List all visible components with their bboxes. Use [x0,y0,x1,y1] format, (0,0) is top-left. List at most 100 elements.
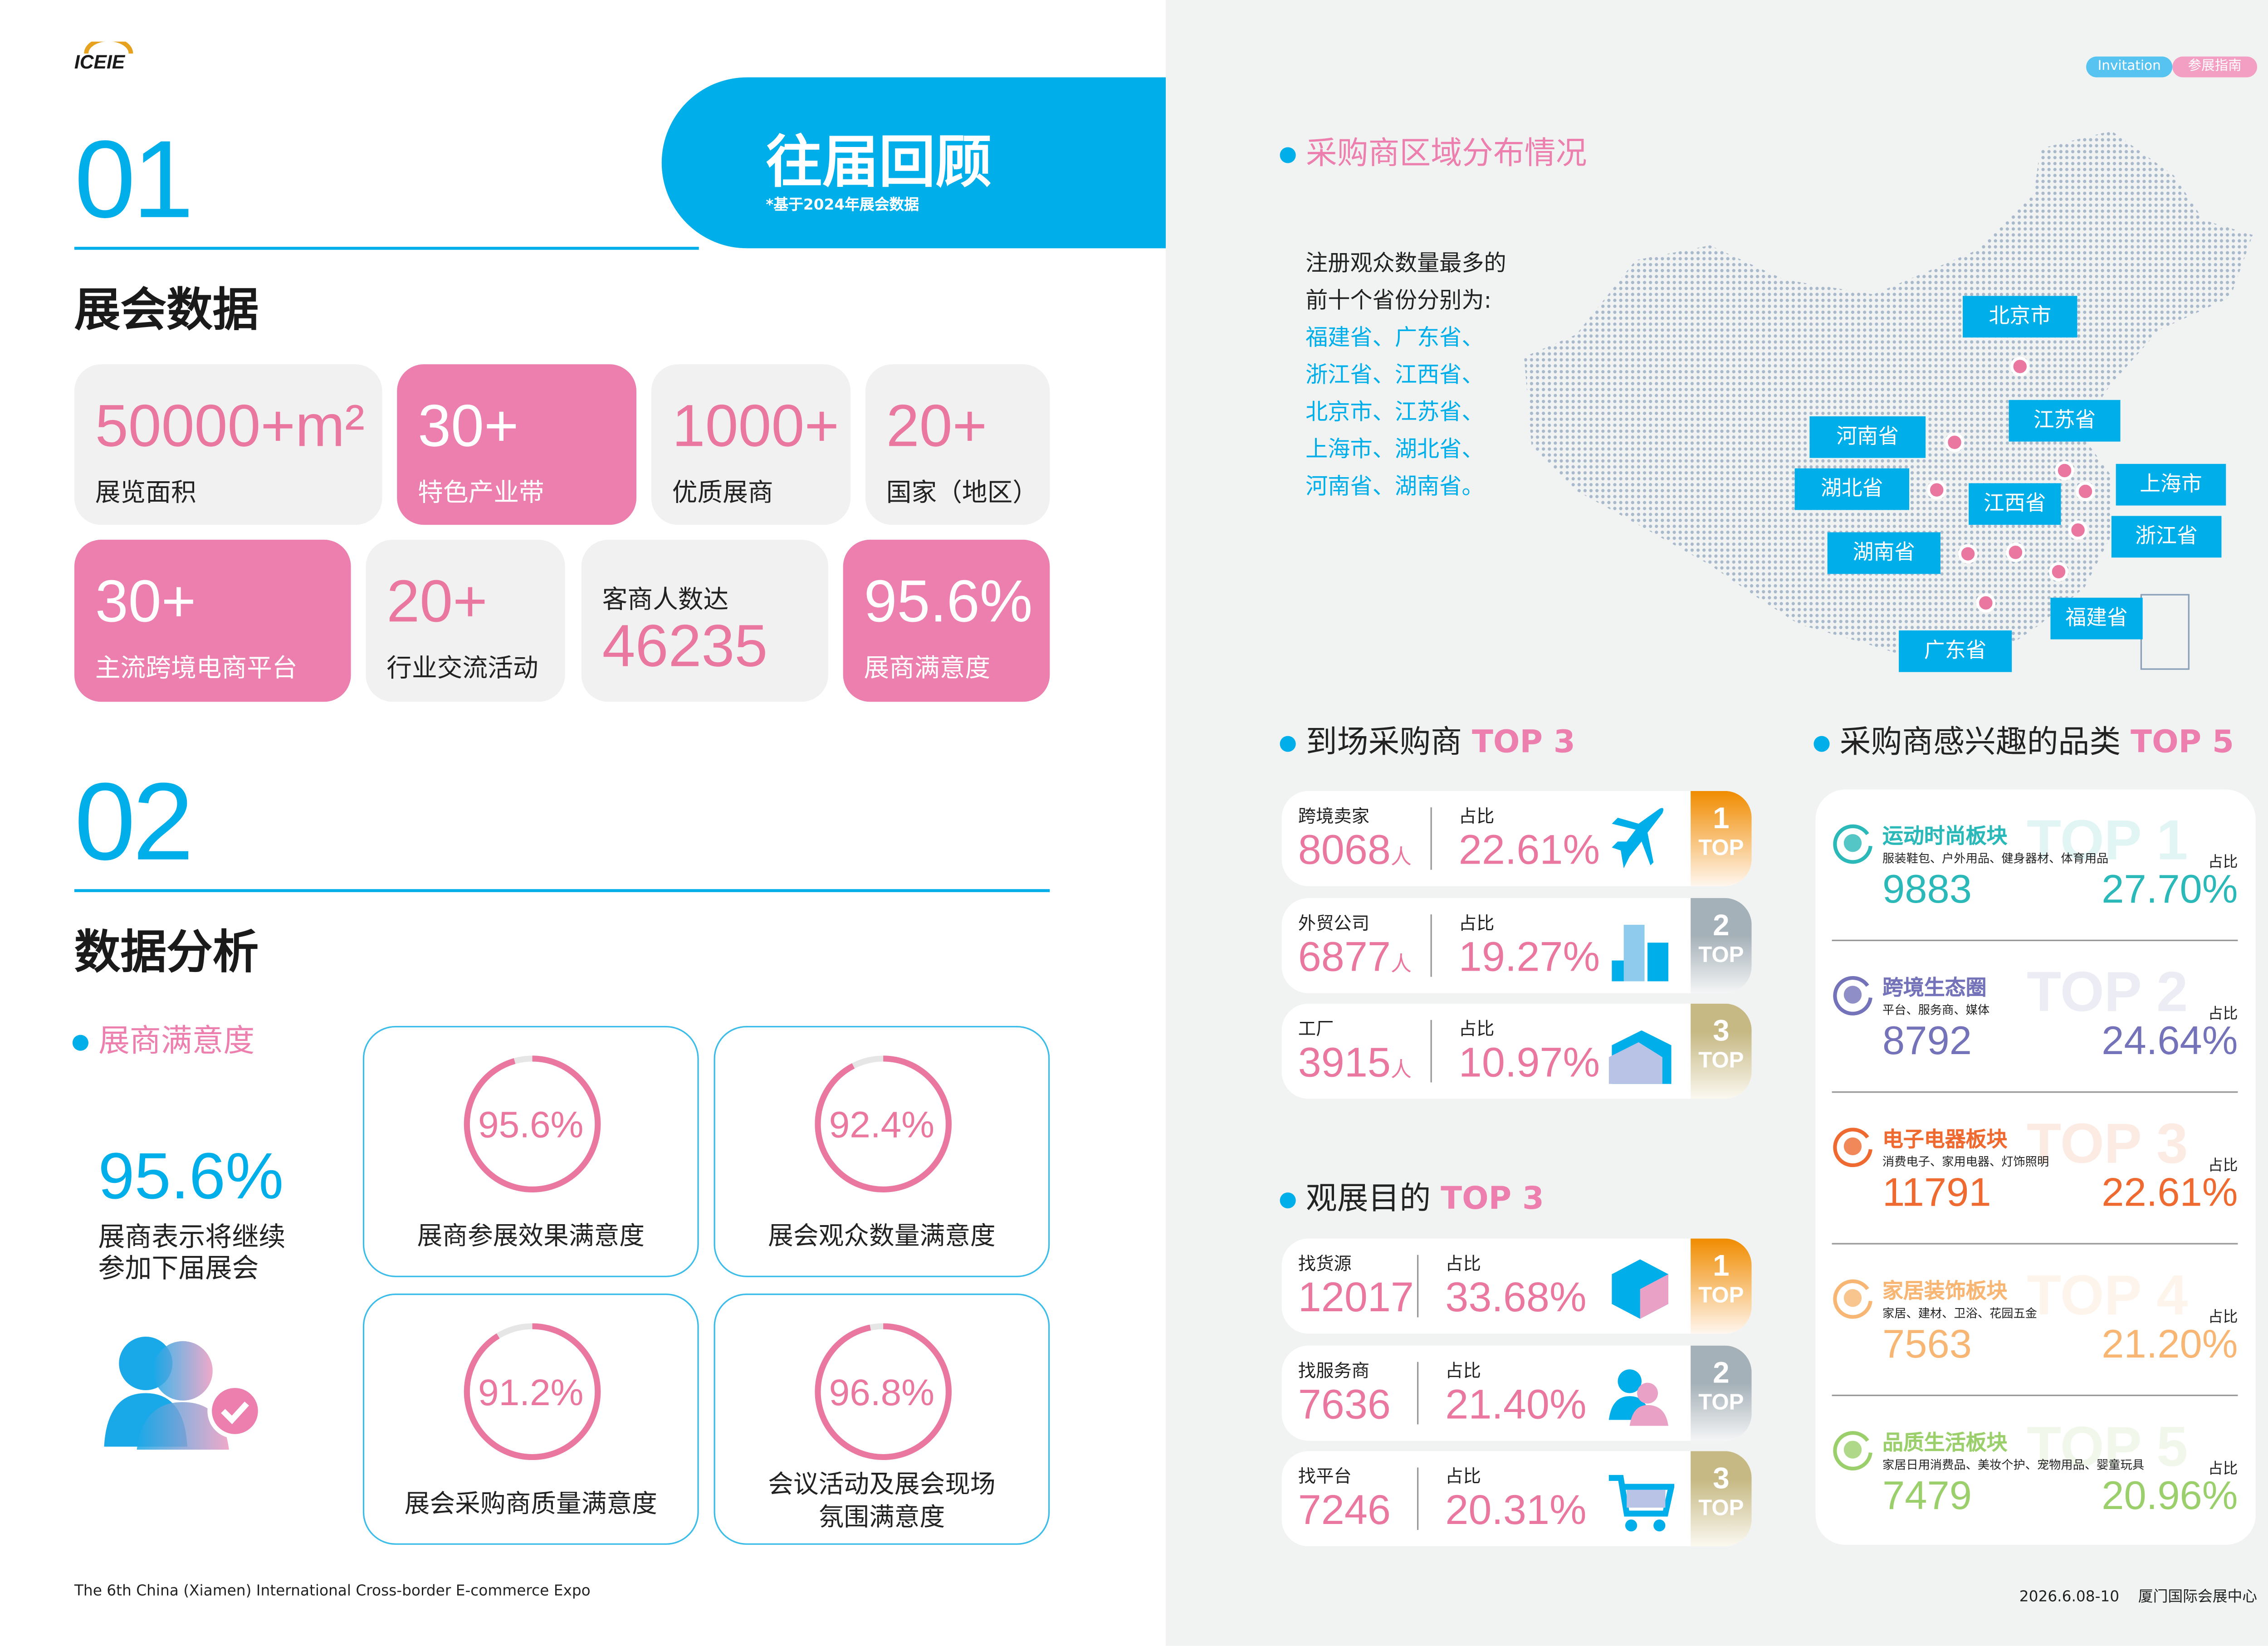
stat-card: 1000+ 优质展商 [651,364,851,525]
ring-arc [815,1323,952,1460]
count-value: 7246 [1298,1487,1391,1533]
map-marker [2076,482,2095,501]
type-label: 工厂 [1298,1018,1334,1040]
building-icon [1612,924,1668,981]
count-value: 7563 [1882,1322,1972,1367]
category-sub: 家居日用消费品、美妆个护、宠物用品、婴童玩具 [1882,1458,2144,1472]
category-name: 跨境生态圈 [1882,977,1987,1001]
satisfaction-card: 92.4% 展会观众数量满意度 [714,1026,1050,1277]
category-sub: 服装鞋包、户外用品、健身器材、体育用品 [1882,852,2109,865]
share-label: 占比 [2208,855,2238,871]
count-value: 3915人 [1298,1039,1412,1085]
bullet-icon: ● [1812,731,1831,756]
divider [1832,1091,2238,1093]
share-label: 占比 [2208,1461,2238,1478]
map-label: 湖南省 [1827,532,1941,574]
category-name: 品质生活板块 [1882,1431,2008,1456]
bullet-icon: ● [1279,142,1297,167]
share-value: 22.61% [1458,826,1600,873]
share-value: 27.70% [2102,867,2238,912]
count-value: 11791 [1882,1170,1991,1215]
logo: ICEIE [74,37,143,86]
count-value: 7479 [1882,1473,1972,1518]
cart-icon [1608,1475,1675,1532]
section-number-02: 02 [74,760,194,884]
banner: 往届回顾 *基于2024年展会数据 [661,77,1166,249]
factory-icon [1608,1030,1672,1084]
map-marker [1958,544,1978,564]
rank-badge: 2 TOP [1691,1345,1752,1440]
tools-icon [1833,1431,1872,1470]
top3-card: 工厂 3915人 占比 10.97% 3 TOP [1281,1003,1752,1099]
category-item: TOP 3 电子电器板块 消费电子、家用电器、灯饰照明 11791 占比 22.… [1816,1093,2256,1245]
map-label: 上海市 [2116,464,2226,506]
count-value: 8068人 [1298,826,1412,873]
sofa-icon [1833,1279,1872,1319]
rank-badge: 2 TOP [1691,897,1752,993]
type-label: 跨境卖家 [1298,806,1370,827]
count-value: 8792 [1882,1018,1972,1063]
count-value: 9883 [1882,867,1972,912]
divider [1430,807,1432,870]
category-name: 运动时尚板块 [1882,825,2008,849]
ring-chart [464,1055,601,1193]
top3-card: 跨境卖家 8068人 占比 22.61% 1 TOP [1281,791,1752,886]
divider [74,247,699,249]
top3-card: 外贸公司 6877人 占比 19.27% 2 TOP [1281,897,1752,993]
headline-value: 95.6% [98,1140,284,1213]
divider [74,889,1050,892]
share-label: 占比 [1445,1466,1481,1487]
category-name: 家居装饰板块 [1882,1280,2008,1304]
divider [1832,1394,2238,1397]
buyers-heading: ● 到场采购商 TOP 3 [1279,724,1575,760]
purpose-heading: ● 观展目的 TOP 3 [1279,1180,1544,1216]
divider [1832,939,2238,942]
rank-badge: 3 TOP [1691,1003,1752,1099]
map-label: 福建省 [2050,597,2143,640]
map-label: 江苏省 [2009,400,2121,442]
bullet-icon: ● [1279,1188,1297,1212]
type-label: 外贸公司 [1298,912,1370,933]
rank-watermark: TOP 3 [2026,1114,2188,1176]
divider [1417,1255,1419,1318]
categories-card: TOP 1 运动时尚板块 服装鞋包、户外用品、健身器材、体育用品 9883 占比… [1815,789,2256,1545]
guide-tag: 参展指南 [2172,56,2258,78]
category-item: TOP 4 家居装饰板块 家居、建材、卫浴、花园五金 7563 占比 21.20… [1816,1245,2256,1397]
ring-arc [815,1055,952,1193]
map-label: 湖北省 [1794,468,1910,510]
section-number-01: 01 [74,117,194,241]
top3-card: 找服务商 7636 占比 21.40% 2 TOP [1281,1345,1752,1440]
banner-note: *基于2024年展会数据 [766,197,919,215]
airplane-icon [1612,808,1664,869]
ring-chart [464,1323,601,1460]
headphones-icon [1833,1128,1872,1167]
share-label: 占比 [2208,1158,2238,1175]
map-marker [2006,542,2025,562]
share-value: 24.64% [2102,1018,2238,1063]
ring-chart [815,1055,952,1193]
satisfaction-card: 95.6% 展商参展效果满意度 [362,1026,699,1277]
dress-icon [1833,824,1872,864]
type-label: 找服务商 [1298,1359,1370,1381]
region-heading: ● 采购商区域分布情况 [1279,135,1587,171]
left-page: ICEIE 01 往届回顾 *基于2024年展会数据 展会数据 50000+m²… [71,37,1166,1600]
category-name: 电子电器板块 [1882,1128,2008,1153]
bullet-icon: ● [1279,731,1297,756]
type-label: 找货源 [1298,1253,1352,1275]
share-label: 占比 [1458,1018,1495,1040]
satisfaction-heading: ● 展商满意度 [71,1023,255,1059]
divider [1430,913,1432,977]
stat-card: 95.6% 展商满意度 [843,539,1050,702]
map-label: 河南省 [1809,416,1926,458]
category-sub: 平台、服务商、媒体 [1882,1003,1990,1017]
map-marker [2068,520,2088,540]
ring-chart [815,1323,952,1460]
count-value: 6877人 [1298,933,1412,979]
share-value: 20.96% [2102,1473,2238,1518]
map-label: 北京市 [1963,296,2077,338]
map-marker [2055,461,2074,480]
region-intro: 注册观众数量最多的 前十个省份分别为: 福建省、广东省、 浙江省、江西省、 北京… [1305,249,1506,500]
share-label: 占比 [2208,1006,2238,1023]
share-label: 占比 [1445,1359,1481,1381]
